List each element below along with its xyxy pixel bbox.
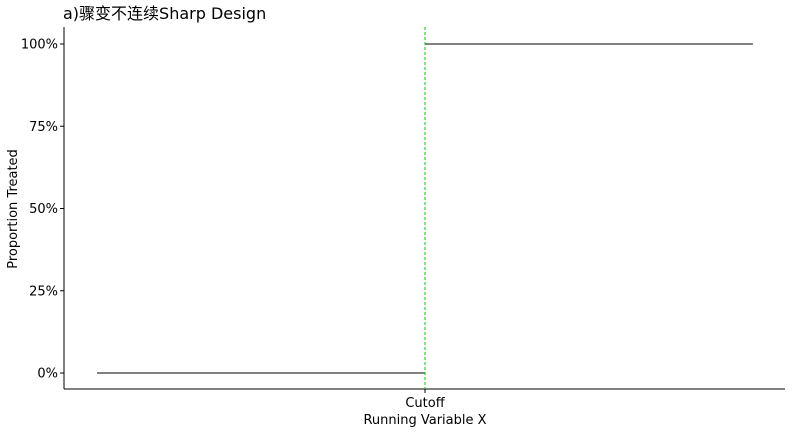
chart-title: a)骤变不连续Sharp Design <box>63 4 266 23</box>
x-axis-title: Running Variable X <box>363 413 486 428</box>
y-tick-label: 75% <box>29 120 58 135</box>
y-axis-title: Proportion Treated <box>6 149 21 269</box>
y-tick-label: 50% <box>29 202 58 217</box>
y-tick-label: 100% <box>21 38 58 53</box>
x-tick-label: Cutoff <box>405 396 445 411</box>
marks-layer <box>97 27 753 389</box>
y-tick-label: 0% <box>37 367 58 382</box>
ticks-layer: 0% 25% 50% 75% 100% Cutoff <box>21 38 446 412</box>
y-tick-label: 25% <box>29 284 58 299</box>
